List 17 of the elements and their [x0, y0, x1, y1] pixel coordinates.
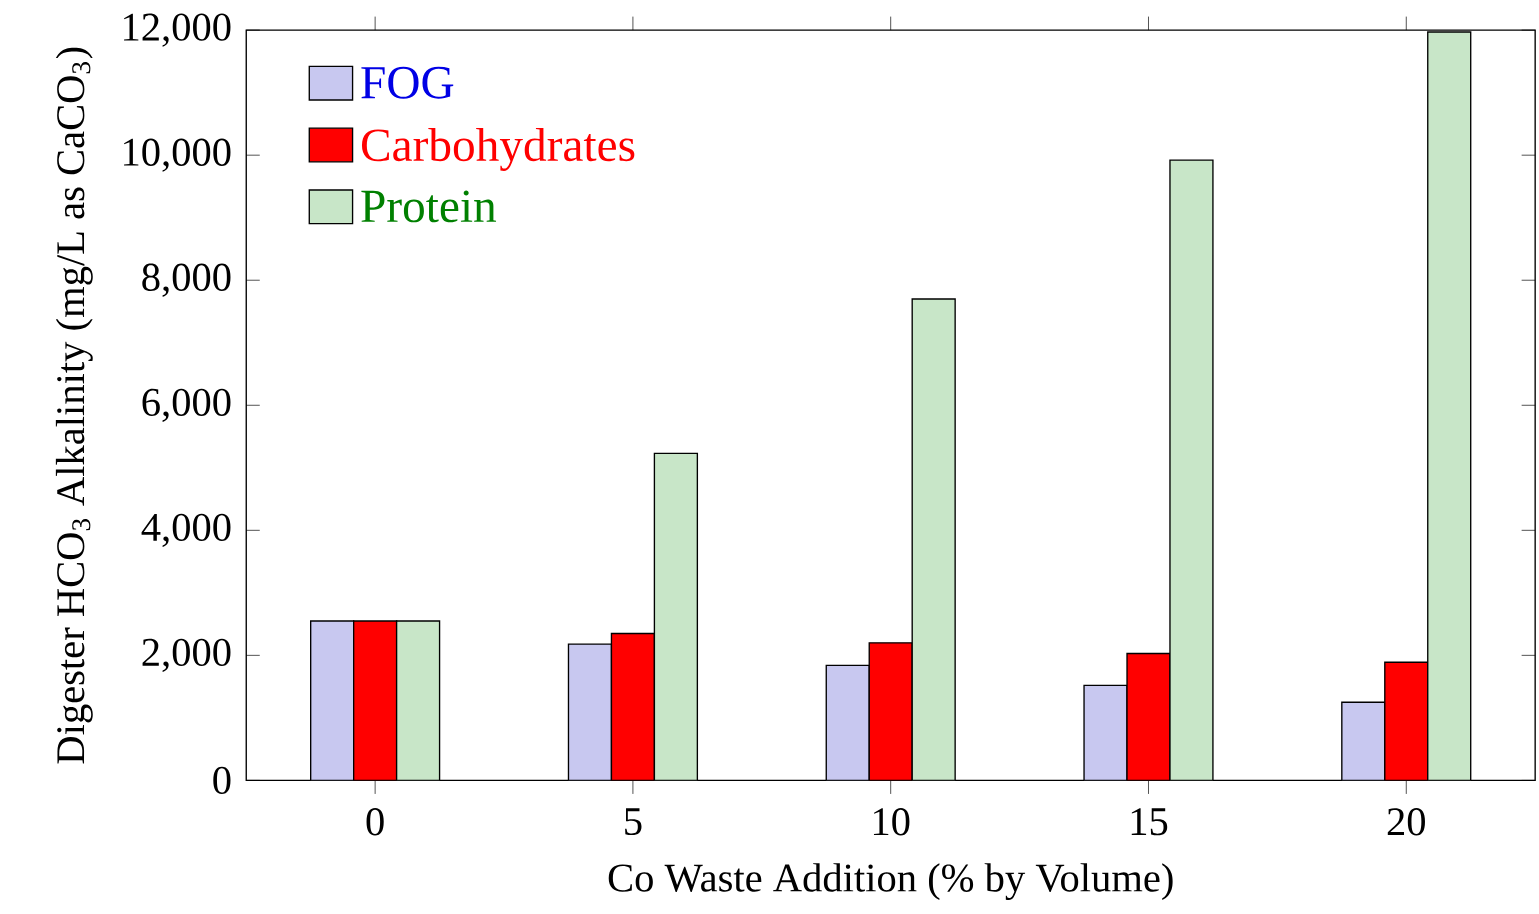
y-axis-title: Digester HCO$_{3}$ Alkalinity (mg/L as CaCO$_{3}$) [55, 47, 93, 764]
x-tick-label: 0 [366, 808, 384, 836]
y-tick-label: 8,000 [142, 263, 231, 298]
y-tick-label: 0 [213, 766, 231, 795]
y-tick-label: 4,000 [141, 513, 231, 548]
x-tick-label: 20 [1387, 808, 1425, 836]
x-tick-label: 5 [625, 808, 642, 836]
y-tick-label: 6,000 [142, 388, 231, 423]
y-tick-label: 10,000 [124, 138, 231, 172]
y-tick-label: 2,000 [142, 638, 231, 673]
x-tick-label: 10 [873, 808, 910, 836]
y-tick-label: 12,000 [124, 13, 231, 47]
legend-label: FOG [361, 67, 454, 99]
legend-label: Carbohydrates [361, 128, 635, 172]
x-tick-label: 15 [1131, 808, 1168, 836]
x-axis-title: Co Waste Addition (% by Volume) [608, 863, 1173, 901]
legend-label: Protein [361, 190, 497, 223]
